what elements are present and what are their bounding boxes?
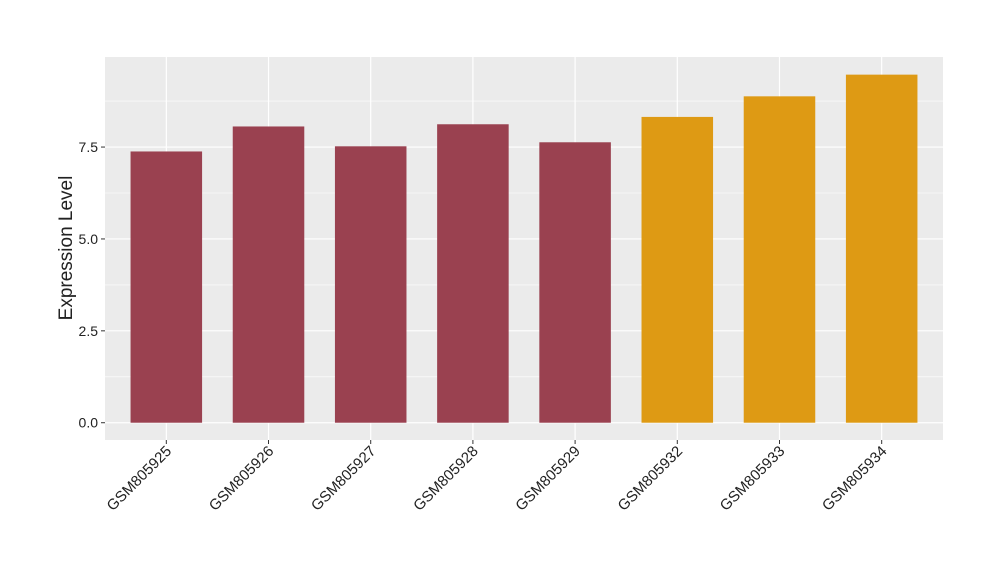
y-tick-label: 2.5	[79, 323, 99, 339]
y-tick-label: 7.5	[79, 139, 99, 155]
bar	[437, 124, 509, 423]
bar	[845, 74, 918, 423]
x-tick-label: GSM805929	[512, 443, 584, 515]
x-tick-label: GSM805926	[206, 443, 278, 515]
bar	[743, 96, 816, 423]
x-tick-label: GSM805925	[104, 443, 176, 515]
x-tick-label: GSM805927	[308, 443, 380, 515]
bar	[232, 126, 305, 423]
y-axis-title: Expression Level	[56, 176, 77, 321]
x-tick-label: GSM805933	[717, 443, 789, 515]
bar	[334, 146, 407, 423]
panel	[105, 57, 943, 440]
y-tick-label: 0.0	[79, 415, 99, 431]
y-tick-label: 5.0	[79, 231, 99, 247]
x-tick-label: GSM805934	[819, 443, 891, 515]
bar	[641, 116, 714, 423]
bar	[130, 151, 203, 423]
x-tick-label: GSM805932	[615, 443, 687, 515]
x-tick-label: GSM805928	[410, 443, 482, 515]
bar	[539, 142, 611, 423]
